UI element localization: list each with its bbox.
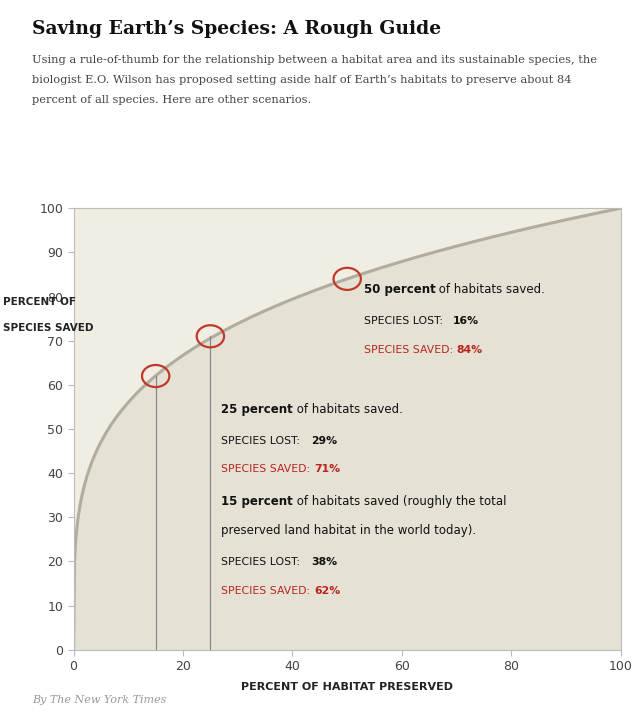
Text: SPECIES SAVED: SPECIES SAVED <box>3 323 93 333</box>
Text: preserved land habitat in the world today).: preserved land habitat in the world toda… <box>221 524 476 537</box>
X-axis label: PERCENT OF HABITAT PRESERVED: PERCENT OF HABITAT PRESERVED <box>241 681 453 691</box>
Text: of habitats saved.: of habitats saved. <box>435 284 545 297</box>
Text: By The New York Times: By The New York Times <box>32 695 166 705</box>
Text: SPECIES LOST:: SPECIES LOST: <box>221 557 311 567</box>
Text: SPECIES LOST:: SPECIES LOST: <box>221 436 311 446</box>
Text: SPECIES SAVED:: SPECIES SAVED: <box>221 465 314 475</box>
Text: SPECIES SAVED:: SPECIES SAVED: <box>221 586 314 596</box>
Text: 15 percent: 15 percent <box>221 495 293 508</box>
Text: 29%: 29% <box>311 436 337 446</box>
Text: 50 percent: 50 percent <box>364 284 435 297</box>
Text: 25 percent: 25 percent <box>221 403 293 416</box>
Text: PERCENT OF: PERCENT OF <box>3 297 76 307</box>
Text: 62%: 62% <box>314 586 340 596</box>
Text: SPECIES LOST:: SPECIES LOST: <box>364 317 453 327</box>
Text: biologist E.O. Wilson has proposed setting aside half of Earth’s habitats to pre: biologist E.O. Wilson has proposed setti… <box>32 75 572 85</box>
Text: Saving Earth’s Species: A Rough Guide: Saving Earth’s Species: A Rough Guide <box>32 20 441 38</box>
Text: 16%: 16% <box>453 317 479 327</box>
Text: percent of all species. Here are other scenarios.: percent of all species. Here are other s… <box>32 95 311 105</box>
Text: SPECIES SAVED:: SPECIES SAVED: <box>221 586 314 596</box>
Text: SPECIES LOST:: SPECIES LOST: <box>221 557 311 567</box>
Text: SPECIES SAVED:: SPECIES SAVED: <box>364 345 456 355</box>
Text: Using a rule-of-thumb for the relationship between a habitat area and its sustai: Using a rule-of-thumb for the relationsh… <box>32 55 597 65</box>
Text: SPECIES LOST:: SPECIES LOST: <box>221 436 311 446</box>
Text: 84%: 84% <box>456 345 483 355</box>
Text: SPECIES LOST:: SPECIES LOST: <box>364 317 453 327</box>
Text: SPECIES SAVED:: SPECIES SAVED: <box>364 345 456 355</box>
Text: of habitats saved.: of habitats saved. <box>293 403 403 416</box>
Text: 38%: 38% <box>311 557 337 567</box>
Text: 71%: 71% <box>314 465 340 475</box>
Text: of habitats saved (roughly the total: of habitats saved (roughly the total <box>293 495 507 508</box>
Text: SPECIES SAVED:: SPECIES SAVED: <box>221 465 314 475</box>
